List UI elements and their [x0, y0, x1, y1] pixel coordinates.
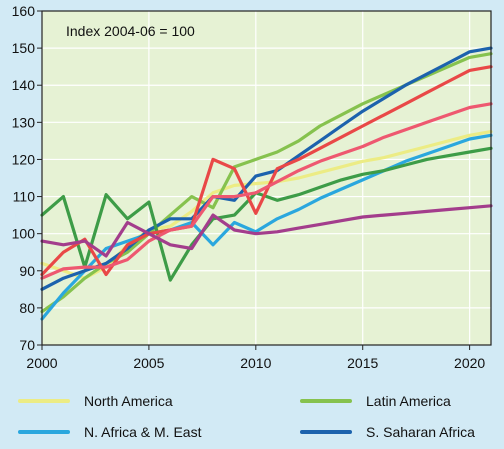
x-axis: 2000 2005 2010 2015 2020: [26, 345, 485, 371]
y-tick-label: 150: [12, 40, 36, 56]
y-tick-label: 120: [12, 151, 36, 167]
plot-frame: [41, 10, 492, 346]
y-axis: 70 80 90 100 110 120 130 140 150 160: [12, 3, 42, 353]
legend-item: N. Africa & M. East: [18, 424, 202, 440]
x-tick-label: 2020: [454, 355, 485, 371]
y-tick-label: 100: [12, 226, 36, 242]
y-tick-label: 70: [19, 337, 35, 353]
legend-label: S. Saharan Africa: [366, 424, 475, 440]
x-tick-label: 2005: [133, 355, 164, 371]
x-tick-label: 2010: [240, 355, 271, 371]
y-tick-label: 110: [13, 189, 36, 205]
x-tick-label: 2000: [26, 355, 57, 371]
series-line-8: [40, 204, 493, 258]
y-tick-label: 140: [12, 77, 36, 93]
grid: [41, 11, 491, 345]
y-tick-label: 130: [12, 114, 36, 130]
series-line-4: [40, 46, 493, 291]
legend-label: North America: [84, 393, 173, 409]
x-tick-label: 2015: [347, 355, 378, 371]
series-line-7: [40, 102, 493, 280]
series-lines: [40, 46, 493, 321]
y-tick-label: 80: [19, 300, 35, 316]
legend-item: North America: [18, 393, 173, 409]
legend-label: N. Africa & M. East: [84, 424, 202, 440]
plot-area: [42, 11, 491, 345]
series-line-3: [40, 133, 493, 321]
index-annotation: Index 2004-06 = 100: [66, 23, 195, 39]
legend-item: S. Saharan Africa: [300, 424, 475, 440]
y-tick-label: 160: [12, 3, 36, 19]
legend-label: Latin America: [366, 393, 451, 409]
series-line-5: [40, 146, 493, 282]
legend-item: Latin America: [300, 393, 451, 409]
legend: North America Latin America N. Africa & M.…: [18, 393, 475, 440]
series-line-6: [40, 65, 493, 277]
y-tick-label: 90: [19, 263, 35, 279]
